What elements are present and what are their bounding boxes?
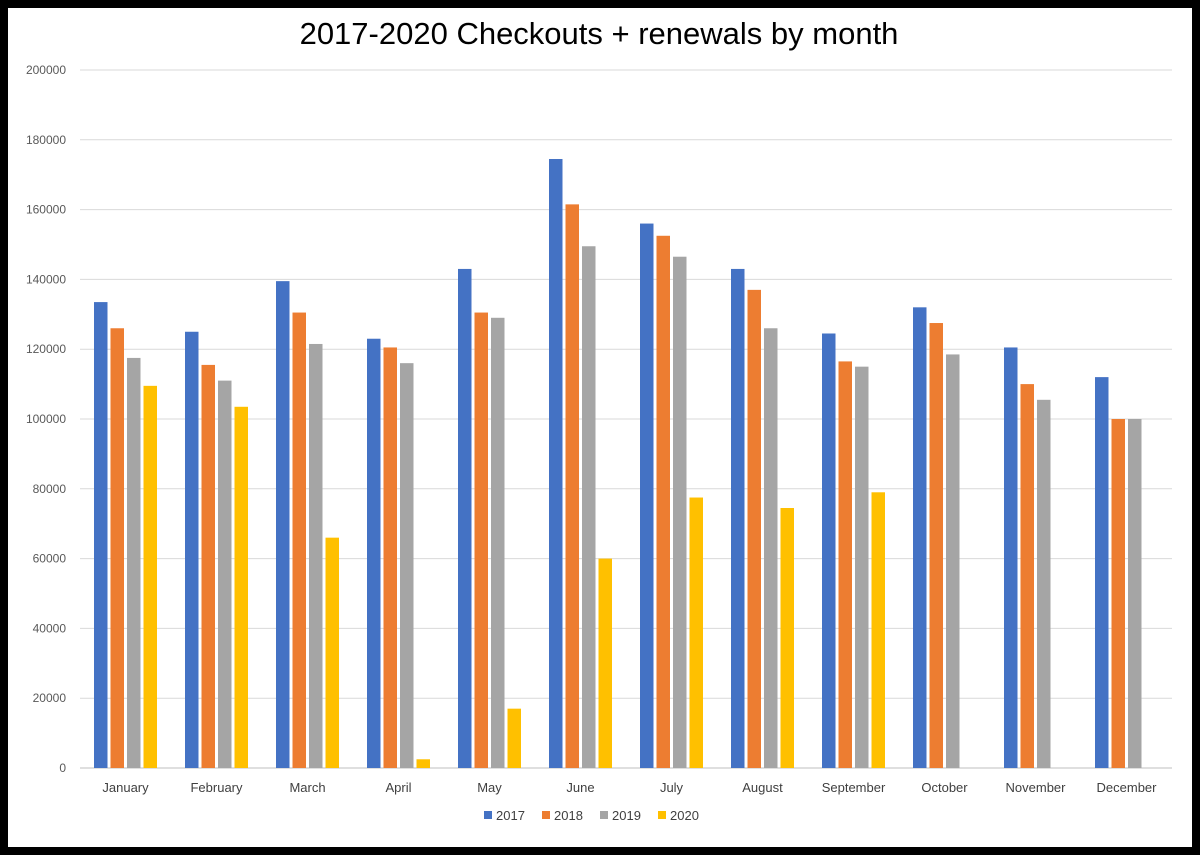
y-tick-label: 160000 [26,203,66,217]
legend-label-2019: 2019 [612,808,641,823]
bar-2018-july [656,235,670,768]
legend-label-2018: 2018 [554,808,583,823]
y-tick-label: 0 [59,761,66,775]
y-tick-label: 100000 [26,412,66,426]
x-axis-categories: January February March April May June July Augu… [102,780,1157,795]
grid-lines [80,69,1172,769]
x-category-label: December [1097,780,1158,795]
bar-2020-july [689,497,703,768]
bar-2018-february [201,364,215,768]
bar-2019-august [764,328,778,768]
bar-2019-november [1037,399,1051,768]
bar-2020-april [416,759,430,768]
bar-2017-january [94,302,108,768]
legend-label-2017: 2017 [496,808,525,823]
bar-2018-may [474,312,488,768]
bar-chart: 2017-2020 Checkouts + renewals by month … [26,16,1172,823]
x-category-label: August [742,780,783,795]
x-category-label: July [660,780,684,795]
bar-2017-february [185,331,199,768]
bar-2019-february [218,380,232,768]
bar-2020-january [143,385,157,768]
bar-2017-july [640,223,654,768]
bar-2017-december [1095,377,1109,768]
x-category-label: November [1006,780,1067,795]
bar-2018-september [838,361,852,768]
y-tick-label: 180000 [26,133,66,147]
bar-2020-august [780,507,794,768]
bar-2018-august [747,289,761,768]
legend-swatch-2018 [542,811,550,819]
bar-2019-october [946,354,960,768]
bar-2018-november [1020,384,1034,768]
y-tick-label: 140000 [26,272,66,286]
bar-2020-february [234,406,248,768]
x-category-label: February [190,780,243,795]
y-axis-ticks: 0 20000 40000 60000 80000 100000 120000 140000 1… [26,63,66,775]
y-tick-label: 120000 [26,342,66,356]
bar-2017-april [367,338,381,768]
bar-2020-september [871,492,885,768]
x-category-label: September [822,780,886,795]
bar-2019-september [855,366,869,768]
bar-2019-march [309,343,323,768]
bar-2017-november [1004,347,1018,768]
y-tick-label: 40000 [33,621,67,635]
bar-2018-april [383,347,397,768]
bar-2017-september [822,333,836,768]
bar-2019-december [1128,419,1142,768]
bar-2020-march [325,537,339,768]
legend: 2017 2018 2019 2020 [484,808,699,823]
bar-2019-january [127,357,141,768]
bar-2019-june [582,246,596,768]
y-tick-label: 60000 [33,552,67,566]
y-tick-label: 80000 [33,482,67,496]
bar-2019-july [673,256,687,768]
bar-2018-march [292,312,306,768]
legend-swatch-2020 [658,811,666,819]
x-category-label: May [477,780,502,795]
bar-2020-may [507,708,521,768]
legend-swatch-2019 [600,811,608,819]
y-tick-label: 200000 [26,63,66,77]
y-tick-label: 20000 [33,691,67,705]
x-category-label: January [102,780,149,795]
bar-2018-june [565,204,579,769]
x-category-label: March [289,780,325,795]
bar-2017-june [549,158,563,768]
bar-2017-may [458,268,472,768]
legend-swatch-2017 [484,811,492,819]
legend-label-2020: 2020 [670,808,699,823]
bar-2018-january [110,328,124,768]
bar-2019-april [400,363,414,768]
bars [94,158,1142,769]
chart-frame: 2017-2020 Checkouts + renewals by month … [8,8,1192,847]
x-category-label: June [566,780,594,795]
bar-2017-october [913,307,927,768]
bar-2020-june [598,558,612,768]
bar-2018-october [929,323,943,768]
bar-2019-may [491,317,505,768]
x-category-label: April [385,780,411,795]
bar-2017-august [731,268,745,768]
chart-title: 2017-2020 Checkouts + renewals by month [300,16,899,51]
bar-2017-march [276,281,290,768]
bar-2018-december [1111,419,1125,768]
x-category-label: October [921,780,968,795]
